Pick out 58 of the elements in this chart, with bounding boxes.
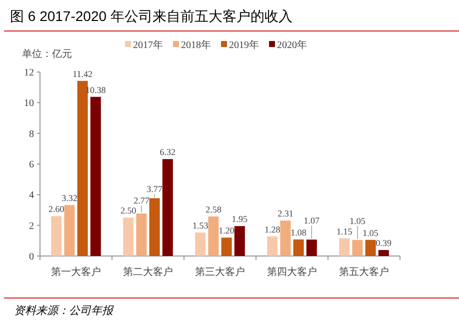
bar [77,80,88,256]
data-label: 6.32 [160,147,176,158]
x-tick-label: 第四大客户 [267,266,317,278]
y-axis-title: 单位：亿元 [22,48,72,60]
legend-label: 2018年 [181,39,211,51]
data-label: 2.77 [134,196,150,206]
data-label: 1.07 [304,216,320,226]
data-label: 1.05 [362,228,379,238]
legend-label: 2017年 [133,39,163,51]
legend-label: 2020年 [277,39,307,51]
y-tick-label: 4 [29,190,34,202]
data-label: 1.28 [264,224,281,234]
data-label: 1.15 [336,226,353,236]
chart-title: 图 6 2017-2020 年公司来自前五大客户的收入 [10,8,292,24]
data-label: 0.39 [376,238,392,248]
data-label: 2.60 [48,204,65,214]
bar [195,232,206,256]
bar [123,218,134,256]
legend-label: 2019年 [229,39,259,51]
data-label: 1.20 [218,226,235,236]
bar [306,240,317,256]
y-tick-label: 12 [24,68,34,78]
data-label: 1.95 [232,214,248,224]
data-label: 11.42 [72,68,93,79]
y-tick-label: 6 [29,160,34,170]
bar [234,226,245,256]
bar [378,250,389,256]
bar [162,159,173,256]
x-tick-label: 第五大客户 [339,266,389,278]
x-tick-label: 第二大客户 [123,266,173,278]
bar [293,239,304,256]
y-tick-label: 0 [29,252,34,262]
y-tick-label: 8 [29,128,34,140]
data-label: 2.50 [120,206,137,216]
bar [136,214,147,256]
bar [221,238,232,256]
x-tick-label: 第一大客户 [51,266,101,278]
bar [64,205,75,256]
data-label: 2.58 [206,204,222,214]
bar [339,238,350,256]
bar [149,198,160,256]
bar [365,240,376,256]
bar [267,236,278,256]
bar [51,216,62,256]
text: 资料来源：公司年报 [14,304,114,317]
bar [280,220,291,256]
data-label: 1.08 [290,227,307,238]
data-label: 3.77 [146,184,163,194]
y-tick-label: 10 [24,98,34,110]
bar [352,240,363,256]
data-label: 1.53 [192,220,209,231]
y-tick-label: 2 [29,220,34,232]
bar [208,216,219,256]
bar [90,96,101,256]
data-label: 3.32 [62,193,78,204]
x-tick-label: 第三大客户 [195,266,245,278]
data-label: 1.05 [350,216,366,226]
data-label: 2.31 [278,208,294,219]
